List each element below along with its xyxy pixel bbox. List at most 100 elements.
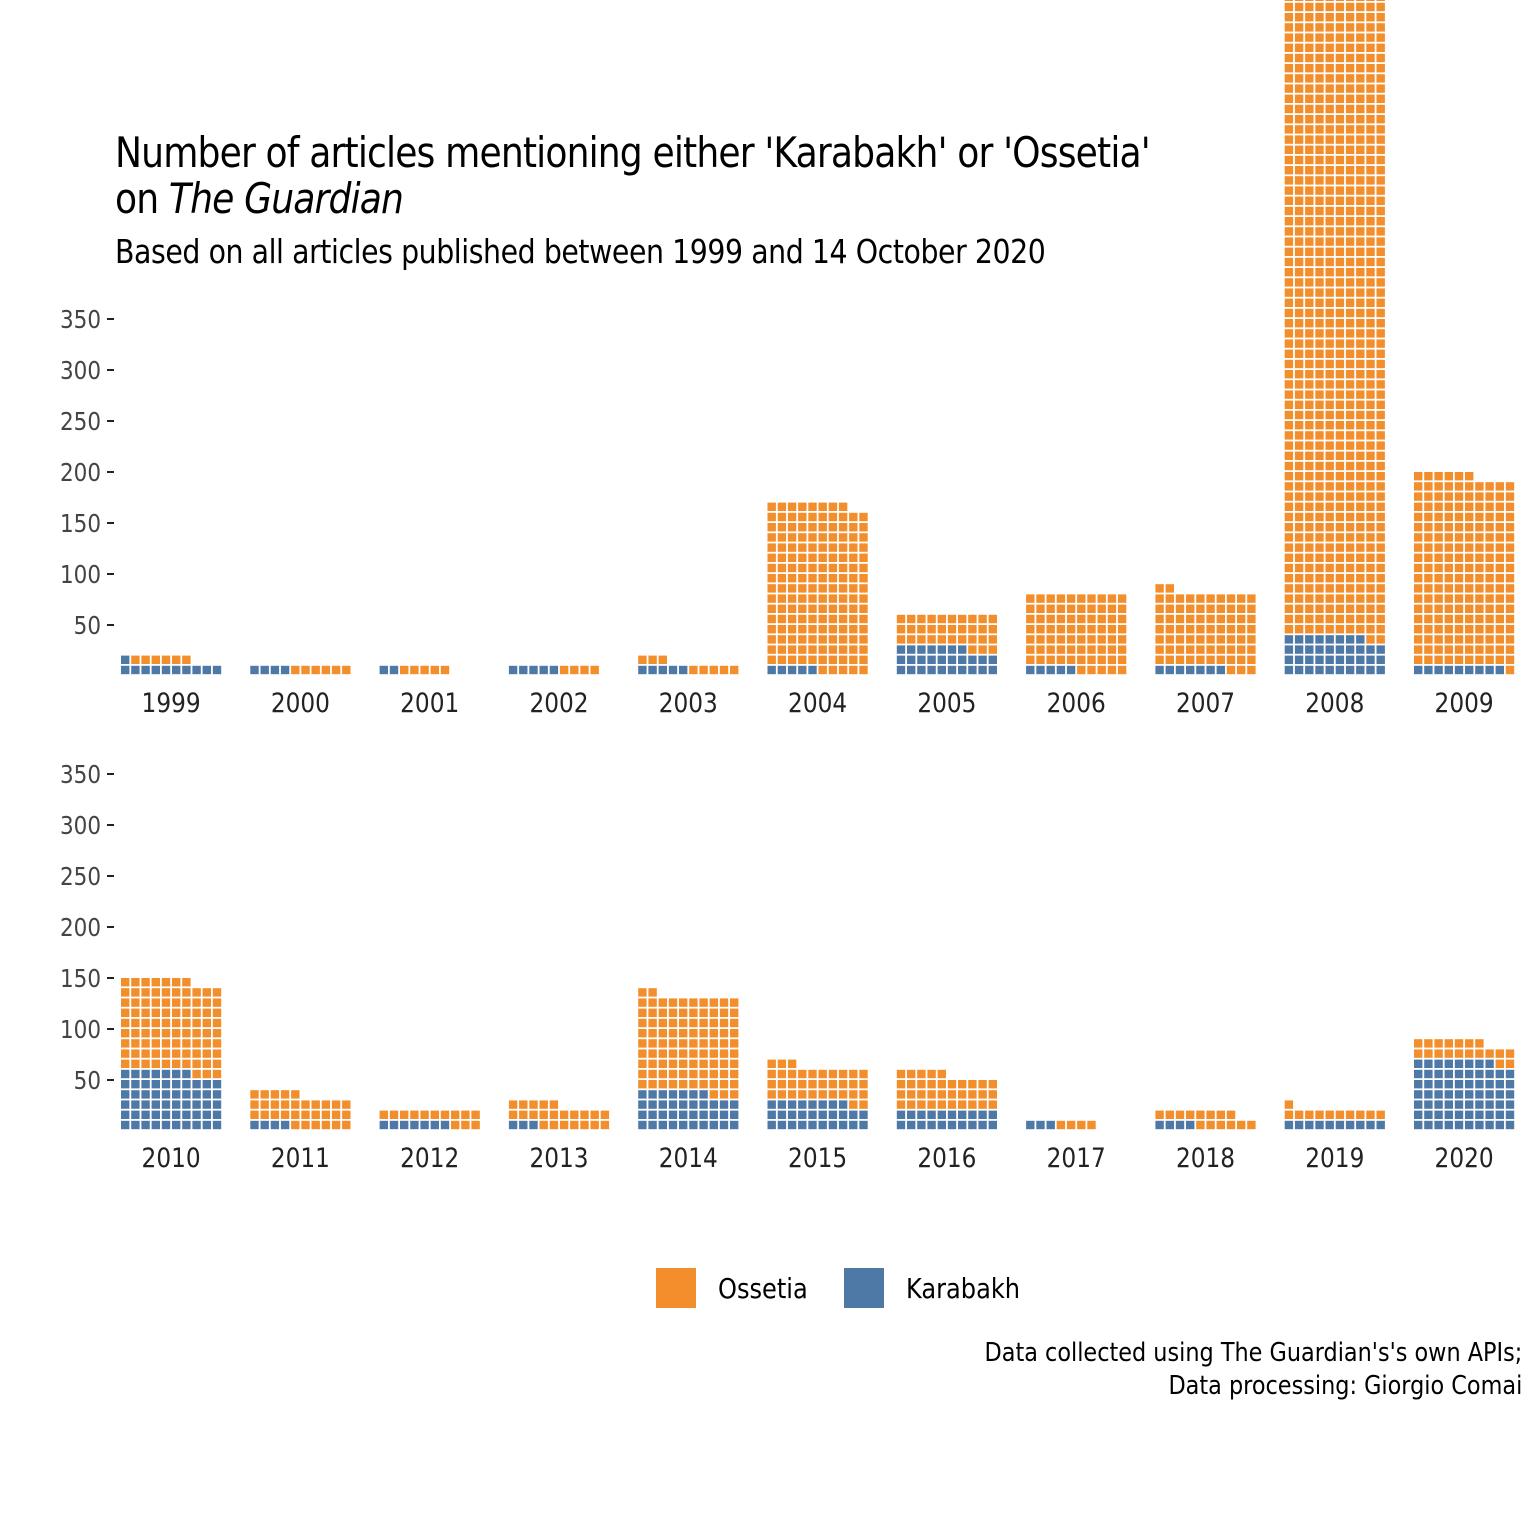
waffle-square-ossetia [798, 533, 807, 542]
waffle-square-ossetia [1325, 176, 1334, 185]
waffle-square-ossetia [859, 1069, 868, 1079]
waffle-square-karabakh [161, 1090, 171, 1099]
waffle-square-ossetia [1284, 308, 1294, 318]
waffle-square-ossetia [648, 998, 657, 1007]
waffle-square-ossetia [787, 604, 797, 613]
waffle-square-ossetia [1505, 594, 1515, 603]
waffle-square-ossetia [719, 1059, 729, 1068]
waffle-square-ossetia [1356, 533, 1365, 542]
waffle-square-ossetia [1117, 594, 1127, 603]
waffle-square-ossetia [420, 665, 429, 675]
waffle-square-ossetia [1485, 563, 1494, 573]
waffle-square-ossetia [1325, 472, 1334, 481]
waffle-square-ossetia [172, 988, 181, 997]
waffle-square-ossetia [1414, 482, 1423, 491]
waffle-square-ossetia [1356, 84, 1365, 93]
waffle-square-ossetia [1294, 104, 1304, 114]
waffle-square-ossetia [1356, 0, 1365, 1]
waffle-square-ossetia [1036, 645, 1045, 654]
waffle-square-ossetia [1495, 1049, 1504, 1058]
waffle-square-ossetia [1366, 441, 1375, 450]
x-year-label: 2006 [1047, 687, 1106, 718]
waffle-square-ossetia [1315, 288, 1324, 297]
waffle-square-ossetia [1335, 23, 1345, 32]
waffle-square-ossetia [1366, 186, 1375, 195]
waffle-square-ossetia [1345, 584, 1355, 593]
waffle-square-karabakh [1026, 1120, 1035, 1130]
waffle-square-ossetia [1305, 53, 1314, 63]
waffle-square-ossetia [172, 978, 181, 987]
waffle-square-ossetia [1485, 512, 1494, 522]
waffle-square-ossetia [1305, 217, 1314, 226]
waffle-square-ossetia [859, 533, 868, 542]
waffle-square-ossetia [1335, 512, 1345, 522]
waffle-square-ossetia [1345, 625, 1355, 634]
waffle-square-ossetia [410, 1110, 419, 1119]
waffle-square-ossetia [250, 1100, 259, 1109]
waffle-square-ossetia [1305, 94, 1314, 103]
waffle-square-ossetia [1475, 543, 1484, 552]
waffle-square-ossetia [1325, 0, 1334, 1]
waffle-square-karabakh [859, 1120, 868, 1130]
waffle-square-ossetia [1454, 523, 1464, 532]
waffle-square-ossetia [1366, 502, 1375, 511]
waffle-square-ossetia [1294, 512, 1304, 522]
waffle-square-ossetia [1087, 645, 1096, 654]
waffle-square-ossetia [1294, 115, 1304, 124]
waffle-square-ossetia [1465, 533, 1474, 542]
waffle-square-karabakh [1485, 1090, 1494, 1099]
waffle-square-ossetia [182, 988, 191, 997]
waffle-square-ossetia [1366, 104, 1375, 114]
waffle-square-karabakh [151, 1110, 160, 1119]
waffle-square-karabakh [927, 645, 936, 654]
waffle-square-ossetia [818, 533, 827, 542]
waffle-square-ossetia [1335, 390, 1345, 399]
waffle-square-karabakh [689, 1120, 698, 1130]
waffle-square-ossetia [121, 998, 130, 1007]
waffle-square-ossetia [818, 543, 827, 552]
waffle-square-ossetia [161, 1039, 171, 1048]
waffle-square-ossetia [1366, 1110, 1375, 1119]
waffle-square-ossetia [808, 1069, 817, 1079]
waffle-square-karabakh [141, 665, 150, 675]
waffle-square-ossetia [1294, 482, 1304, 491]
waffle-square-ossetia [1315, 268, 1324, 277]
waffle-square-ossetia [1284, 176, 1294, 185]
waffle-square-karabakh [1454, 1069, 1464, 1079]
waffle-square-ossetia [777, 655, 787, 664]
waffle-square-ossetia [1454, 614, 1464, 624]
waffle-square-ossetia [1414, 574, 1423, 583]
waffle-square-ossetia [968, 645, 977, 654]
waffle-square-ossetia [1087, 665, 1096, 675]
waffle-square-ossetia [1356, 1110, 1365, 1119]
waffle-square-ossetia [777, 574, 787, 583]
waffle-square-ossetia [777, 563, 787, 573]
waffle-square-ossetia [679, 1059, 688, 1068]
waffle-square-ossetia [410, 665, 419, 675]
waffle-square-ossetia [896, 1080, 906, 1089]
waffle-square-ossetia [1345, 574, 1355, 583]
waffle-square-ossetia [1325, 482, 1334, 491]
waffle-square-karabakh [896, 665, 906, 675]
waffle-square-ossetia [1366, 74, 1375, 83]
waffle-square-ossetia [1305, 74, 1314, 83]
waffle-square-ossetia [151, 988, 160, 997]
waffle-square-ossetia [1325, 206, 1334, 216]
waffle-square-ossetia [192, 1018, 201, 1028]
waffle-square-ossetia [1056, 594, 1066, 603]
waffle-square-ossetia [1366, 584, 1375, 593]
waffle-square-ossetia [192, 1008, 201, 1017]
waffle-square-ossetia [1315, 217, 1324, 226]
waffle-square-ossetia [818, 1080, 827, 1089]
waffle-square-ossetia [1305, 533, 1314, 542]
waffle-square-ossetia [1315, 390, 1324, 399]
waffle-square-ossetia [1376, 359, 1385, 369]
waffle-square-ossetia [1475, 553, 1484, 562]
waffle-square-ossetia [1376, 461, 1385, 471]
waffle-square-ossetia [131, 1049, 140, 1058]
waffle-square-ossetia [1087, 655, 1096, 664]
waffle-square-ossetia [471, 1110, 480, 1119]
waffle-square-ossetia [212, 1069, 222, 1079]
waffle-square-karabakh [917, 1120, 926, 1130]
